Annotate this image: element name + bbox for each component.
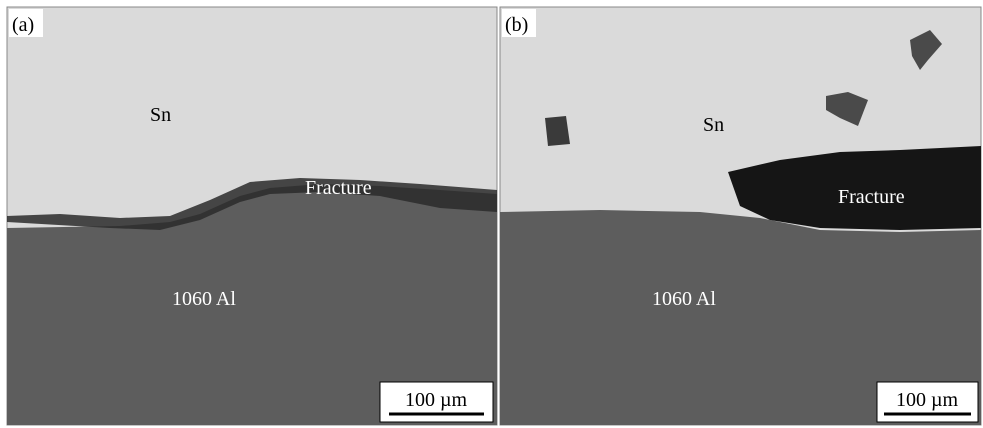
sn-label: Sn bbox=[150, 104, 171, 126]
panel-a: (a) Sn Fracture 1060 Al 100 µm bbox=[7, 7, 497, 425]
panel-b: (b) Sn Fracture 1060 Al 100 µm bbox=[500, 7, 981, 425]
panel-label: (b) bbox=[505, 14, 528, 36]
fracture-label: Fracture bbox=[838, 186, 905, 208]
substrate-label: 1060 Al bbox=[172, 288, 236, 310]
panel-label: (a) bbox=[12, 14, 34, 36]
intermetallic bbox=[545, 116, 570, 146]
fracture-label: Fracture bbox=[305, 177, 372, 199]
sn-label: Sn bbox=[703, 114, 724, 136]
substrate-label: 1060 Al bbox=[652, 288, 716, 310]
scale-bar-text: 100 µm bbox=[405, 389, 468, 411]
scale-bar-text: 100 µm bbox=[896, 389, 959, 411]
figure: (a) Sn Fracture 1060 Al 100 µm (b) Sn Fr… bbox=[0, 0, 983, 428]
